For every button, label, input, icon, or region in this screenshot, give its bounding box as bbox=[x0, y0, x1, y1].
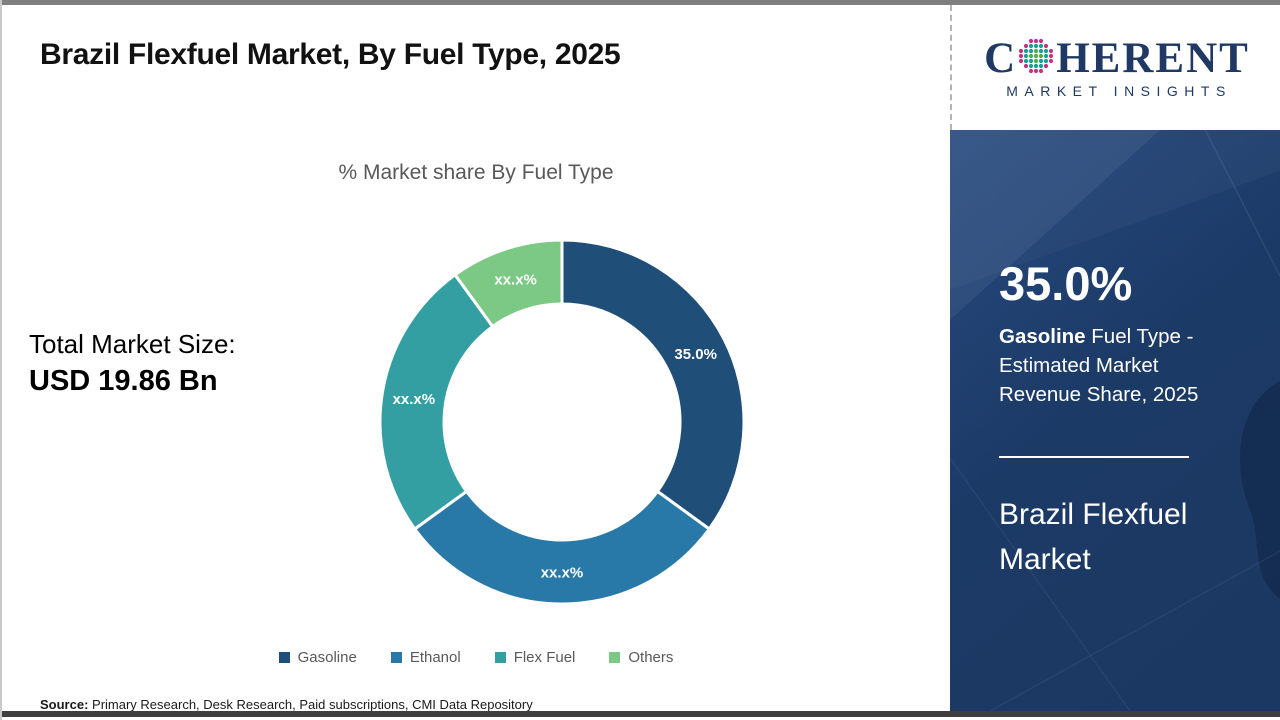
world-map-decoration bbox=[950, 130, 1280, 711]
legend-item-gasoline: Gasoline bbox=[278, 649, 357, 666]
bottom-bar bbox=[2, 711, 1280, 717]
legend-item-others: Others bbox=[609, 649, 673, 666]
donut-segment-others bbox=[453, 238, 564, 329]
legend-label: Gasoline bbox=[297, 649, 357, 666]
legend-swatch-icon bbox=[609, 652, 621, 663]
top-bar bbox=[2, 0, 1280, 5]
brand-letters-rest: HERENT bbox=[1056, 34, 1250, 82]
brand-subtitle: MARKET INSIGHTS bbox=[1006, 82, 1232, 99]
legend-swatch-icon bbox=[278, 652, 290, 663]
chart-title: % Market share By Fuel Type bbox=[338, 161, 614, 184]
market-size-value: USD 19.86 Bn bbox=[29, 365, 218, 397]
legend-item-flex-fuel: Flex Fuel bbox=[494, 649, 576, 666]
donut-segment-gasoline bbox=[560, 238, 746, 531]
globe-dots-icon bbox=[1019, 38, 1054, 74]
legend-item-ethanol: Ethanol bbox=[390, 649, 461, 666]
legend-label: Ethanol bbox=[409, 649, 461, 666]
highlight-value: 35.0% bbox=[999, 257, 1133, 310]
donut-segment-flex-fuel bbox=[378, 273, 495, 531]
sidebar: C HERENT MARKET INSIGHTS 35.0% Gasoline … bbox=[950, 5, 1280, 711]
donut-segment-ethanol bbox=[413, 489, 711, 606]
panel-title: Brazil Flexfuel Market bbox=[999, 498, 1188, 576]
highlight-caption: Gasoline Fuel Type - Estimated Market Re… bbox=[999, 322, 1231, 409]
total-market-size: Total Market Size: USD 19.86 Bn bbox=[29, 327, 236, 401]
brand-logo: C HERENT MARKET INSIGHTS bbox=[950, 5, 1280, 130]
highlight-caption-rest: Fuel Type - Estimated Market Revenue Sha… bbox=[999, 325, 1199, 406]
legend-swatch-icon bbox=[390, 652, 402, 663]
donut-segment-label: xx.x% bbox=[541, 564, 584, 581]
highlight-panel: 35.0% Gasoline Fuel Type - Estimated Mar… bbox=[950, 130, 1280, 711]
market-size-label: Total Market Size: bbox=[29, 329, 236, 359]
brand-wordmark: C HERENT bbox=[984, 37, 1250, 80]
source-line: Source: Primary Research, Desk Research,… bbox=[40, 697, 533, 712]
donut-segment-label: xx.x% bbox=[393, 391, 436, 408]
highlight-caption-bold: Gasoline bbox=[999, 325, 1086, 348]
donut-segment-label: xx.x% bbox=[494, 272, 537, 289]
brand-letter-c: C bbox=[984, 34, 1018, 82]
donut-chart-svg: 35.0% xx.x% xx.x% xx.x% bbox=[378, 238, 746, 606]
donut-segment-label: 35.0% bbox=[674, 346, 717, 363]
legend-label: Flex Fuel bbox=[513, 649, 576, 666]
donut-chart: 35.0% xx.x% xx.x% xx.x% bbox=[352, 212, 772, 632]
page-title: Brazil Flexfuel Market, By Fuel Type, 20… bbox=[40, 38, 621, 71]
source-text: Primary Research, Desk Research, Paid su… bbox=[88, 697, 533, 712]
main-content: Brazil Flexfuel Market, By Fuel Type, 20… bbox=[2, 5, 950, 712]
chart-legend: Gasoline Ethanol Flex Fuel Others bbox=[2, 649, 950, 666]
source-label: Source: bbox=[40, 697, 89, 712]
legend-swatch-icon bbox=[494, 652, 506, 663]
legend-label: Others bbox=[628, 649, 674, 666]
divider-line bbox=[999, 456, 1189, 458]
